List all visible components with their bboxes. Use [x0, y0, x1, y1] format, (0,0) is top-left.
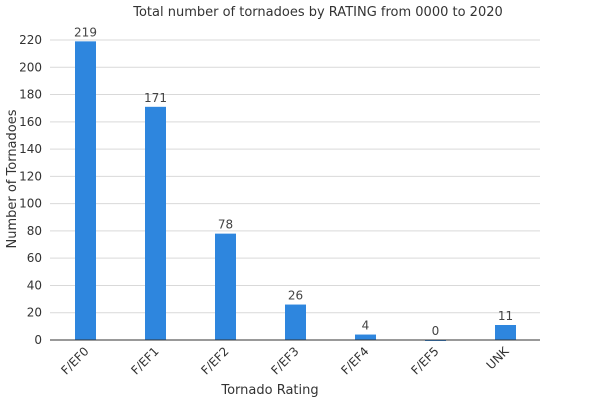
bar [355, 334, 376, 340]
data-label: 171 [144, 91, 167, 105]
gridlines [50, 39, 540, 314]
data-label: 11 [498, 309, 513, 323]
y-tick-label: 40 [27, 278, 42, 292]
bar [285, 304, 306, 340]
x-axis-label: Tornado Rating [220, 383, 318, 398]
chart-title: Total number of tornadoes by RATING from… [132, 5, 503, 20]
y-tick-label: 60 [27, 251, 42, 265]
x-axis-ticks: F/EF0 F/EF1 F/EF2 F/EF3 F/EF4 F/EF5 UNK [58, 343, 512, 377]
data-labels: 219 171 78 26 4 0 11 [74, 25, 513, 338]
x-tick-label: UNK [484, 343, 513, 372]
data-label: 0 [432, 324, 440, 338]
data-label: 26 [288, 289, 303, 303]
bar [145, 106, 166, 341]
bar [75, 41, 96, 340]
y-axis-ticks: 0 20 40 60 80 100 120 140 160 180 200 220 [19, 33, 42, 347]
y-tick-label: 120 [19, 169, 42, 183]
x-tick-label: F/EF2 [198, 344, 231, 377]
x-tick-label: F/EF3 [268, 344, 301, 377]
bar [495, 325, 516, 340]
x-tick-label: F/EF4 [338, 344, 371, 377]
x-tick-label: F/EF5 [408, 344, 441, 377]
y-tick-label: 180 [19, 88, 42, 102]
data-label: 219 [74, 25, 97, 39]
y-tick-label: 0 [34, 333, 42, 347]
x-tick-label: F/EF0 [58, 344, 91, 377]
y-tick-label: 140 [19, 142, 42, 156]
y-tick-label: 220 [19, 33, 42, 47]
x-tick-label: F/EF1 [128, 344, 161, 377]
data-label: 78 [218, 218, 233, 232]
y-tick-label: 100 [19, 197, 42, 211]
y-tick-label: 200 [19, 60, 42, 74]
bars [75, 41, 516, 341]
y-tick-label: 20 [27, 306, 42, 320]
y-axis-label: Number of Tornadoes [5, 109, 20, 248]
y-tick-label: 160 [19, 115, 42, 129]
bar [215, 233, 236, 340]
data-label: 4 [362, 319, 370, 333]
y-tick-label: 80 [27, 224, 42, 238]
